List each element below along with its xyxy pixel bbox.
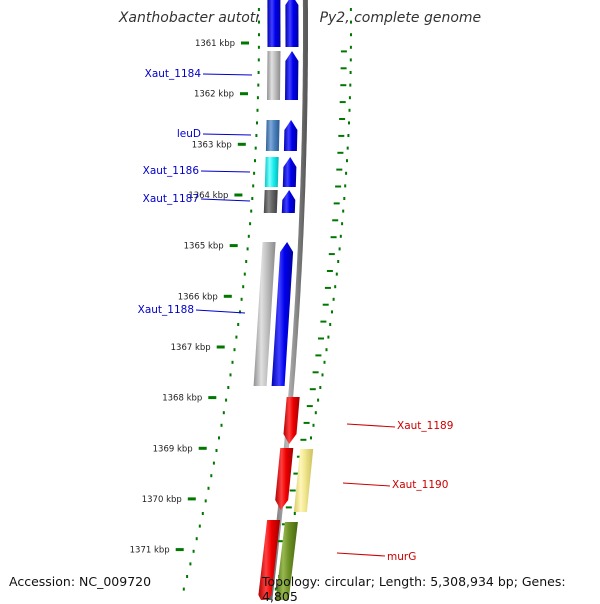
ruler-tick — [208, 396, 217, 400]
ruler-label: 1362 kbp — [194, 90, 234, 100]
ruler-tick — [223, 294, 232, 298]
minor-tick — [315, 354, 322, 357]
gene-bar — [267, 0, 281, 47]
gene-leader-line — [336, 552, 386, 557]
minor-tick — [300, 438, 307, 441]
gene-label-murg[interactable]: murG — [387, 551, 416, 563]
minor-tick — [293, 472, 300, 475]
gene-leader-line — [195, 309, 246, 314]
minor-tick — [303, 421, 310, 424]
minor-tick — [332, 219, 339, 222]
minor-tick — [324, 286, 331, 289]
ruler-tick — [175, 548, 184, 552]
minor-tick — [336, 168, 343, 171]
gene-label-xaut-1190[interactable]: Xaut_1190 — [392, 479, 448, 491]
minor-tick — [337, 151, 344, 154]
minor-tick — [339, 118, 346, 120]
minor-tick — [277, 540, 284, 543]
ruler-label: 1371 kbp — [130, 546, 170, 556]
gene-label-xaut-1189[interactable]: Xaut_1189 — [397, 420, 453, 432]
cds-arrow — [283, 397, 300, 444]
minor-tick — [312, 371, 319, 374]
cds-arrow — [285, 51, 299, 100]
gene-leader-line — [200, 198, 251, 202]
minor-tick — [285, 506, 292, 509]
cds-arrow — [275, 448, 294, 510]
minor-tick — [340, 50, 347, 53]
ruler-label: 1368 kbp — [162, 394, 202, 404]
ruler-tick — [229, 244, 238, 248]
ruler-tick — [241, 41, 249, 45]
minor-tick — [326, 270, 333, 272]
ruler-label: 1363 kbp — [192, 140, 232, 150]
accession-label: Accession: NC_009720 — [9, 574, 152, 589]
gene-label-leud[interactable]: leuD — [177, 128, 201, 140]
gene-leader-line — [346, 423, 396, 428]
minor-tick — [289, 489, 296, 492]
minor-tick — [340, 67, 347, 70]
minor-tick — [328, 253, 335, 256]
ruler-tick — [187, 497, 196, 501]
gene-bar — [275, 522, 298, 600]
gene-leader-line — [200, 170, 251, 173]
gene-bar — [264, 157, 279, 187]
ruler-label: 1367 kbp — [171, 343, 211, 353]
cds-arrow — [282, 157, 297, 187]
ruler-tick — [216, 345, 225, 349]
gene-label-xaut-1184[interactable]: Xaut_1184 — [145, 68, 202, 80]
cds-arrow — [283, 120, 298, 151]
minor-tick — [322, 303, 329, 306]
minor-tick — [338, 134, 345, 137]
gene-label-xaut-1188[interactable]: Xaut_1188 — [138, 304, 194, 316]
minor-tick — [330, 236, 337, 239]
minor-tick — [306, 405, 313, 408]
ruler-tick — [237, 142, 246, 146]
minor-tick — [333, 202, 340, 205]
ruler-tick — [198, 446, 207, 450]
gene-bar — [265, 120, 280, 151]
cds-arrow — [258, 520, 281, 600]
cds-arrow — [285, 0, 299, 47]
minor-tick — [309, 388, 316, 391]
cds-arrow — [281, 190, 296, 213]
ruler-label: 1369 kbp — [153, 444, 193, 454]
minor-tick — [340, 84, 347, 87]
ruler-label: 1364 kbp — [188, 191, 228, 201]
minor-tick — [318, 337, 324, 340]
ruler-tick — [234, 193, 243, 197]
ruler-label: 1366 kbp — [178, 292, 218, 302]
minor-tick — [335, 185, 342, 188]
gene-bar — [263, 190, 278, 213]
left-dotted-ring — [182, 8, 260, 591]
minor-tick — [320, 320, 327, 323]
ruler-tick — [240, 92, 248, 96]
gene-bar — [293, 449, 314, 512]
gene-leader-line — [342, 482, 391, 487]
gene-label-xaut-1187[interactable]: Xaut_1187 — [143, 193, 199, 205]
gene-bar — [267, 51, 281, 100]
minor-tick — [339, 101, 346, 104]
gene-leader-line — [202, 133, 252, 136]
cds-arrow — [271, 242, 294, 386]
gene-bar — [253, 242, 276, 386]
gene-leader-line — [202, 73, 253, 76]
ruler-label: 1365 kbp — [184, 242, 224, 252]
gene-label-xaut-1186[interactable]: Xaut_1186 — [143, 165, 200, 177]
ruler-label: 1370 kbp — [142, 495, 182, 505]
ruler-label: 1361 kbp — [195, 39, 235, 49]
